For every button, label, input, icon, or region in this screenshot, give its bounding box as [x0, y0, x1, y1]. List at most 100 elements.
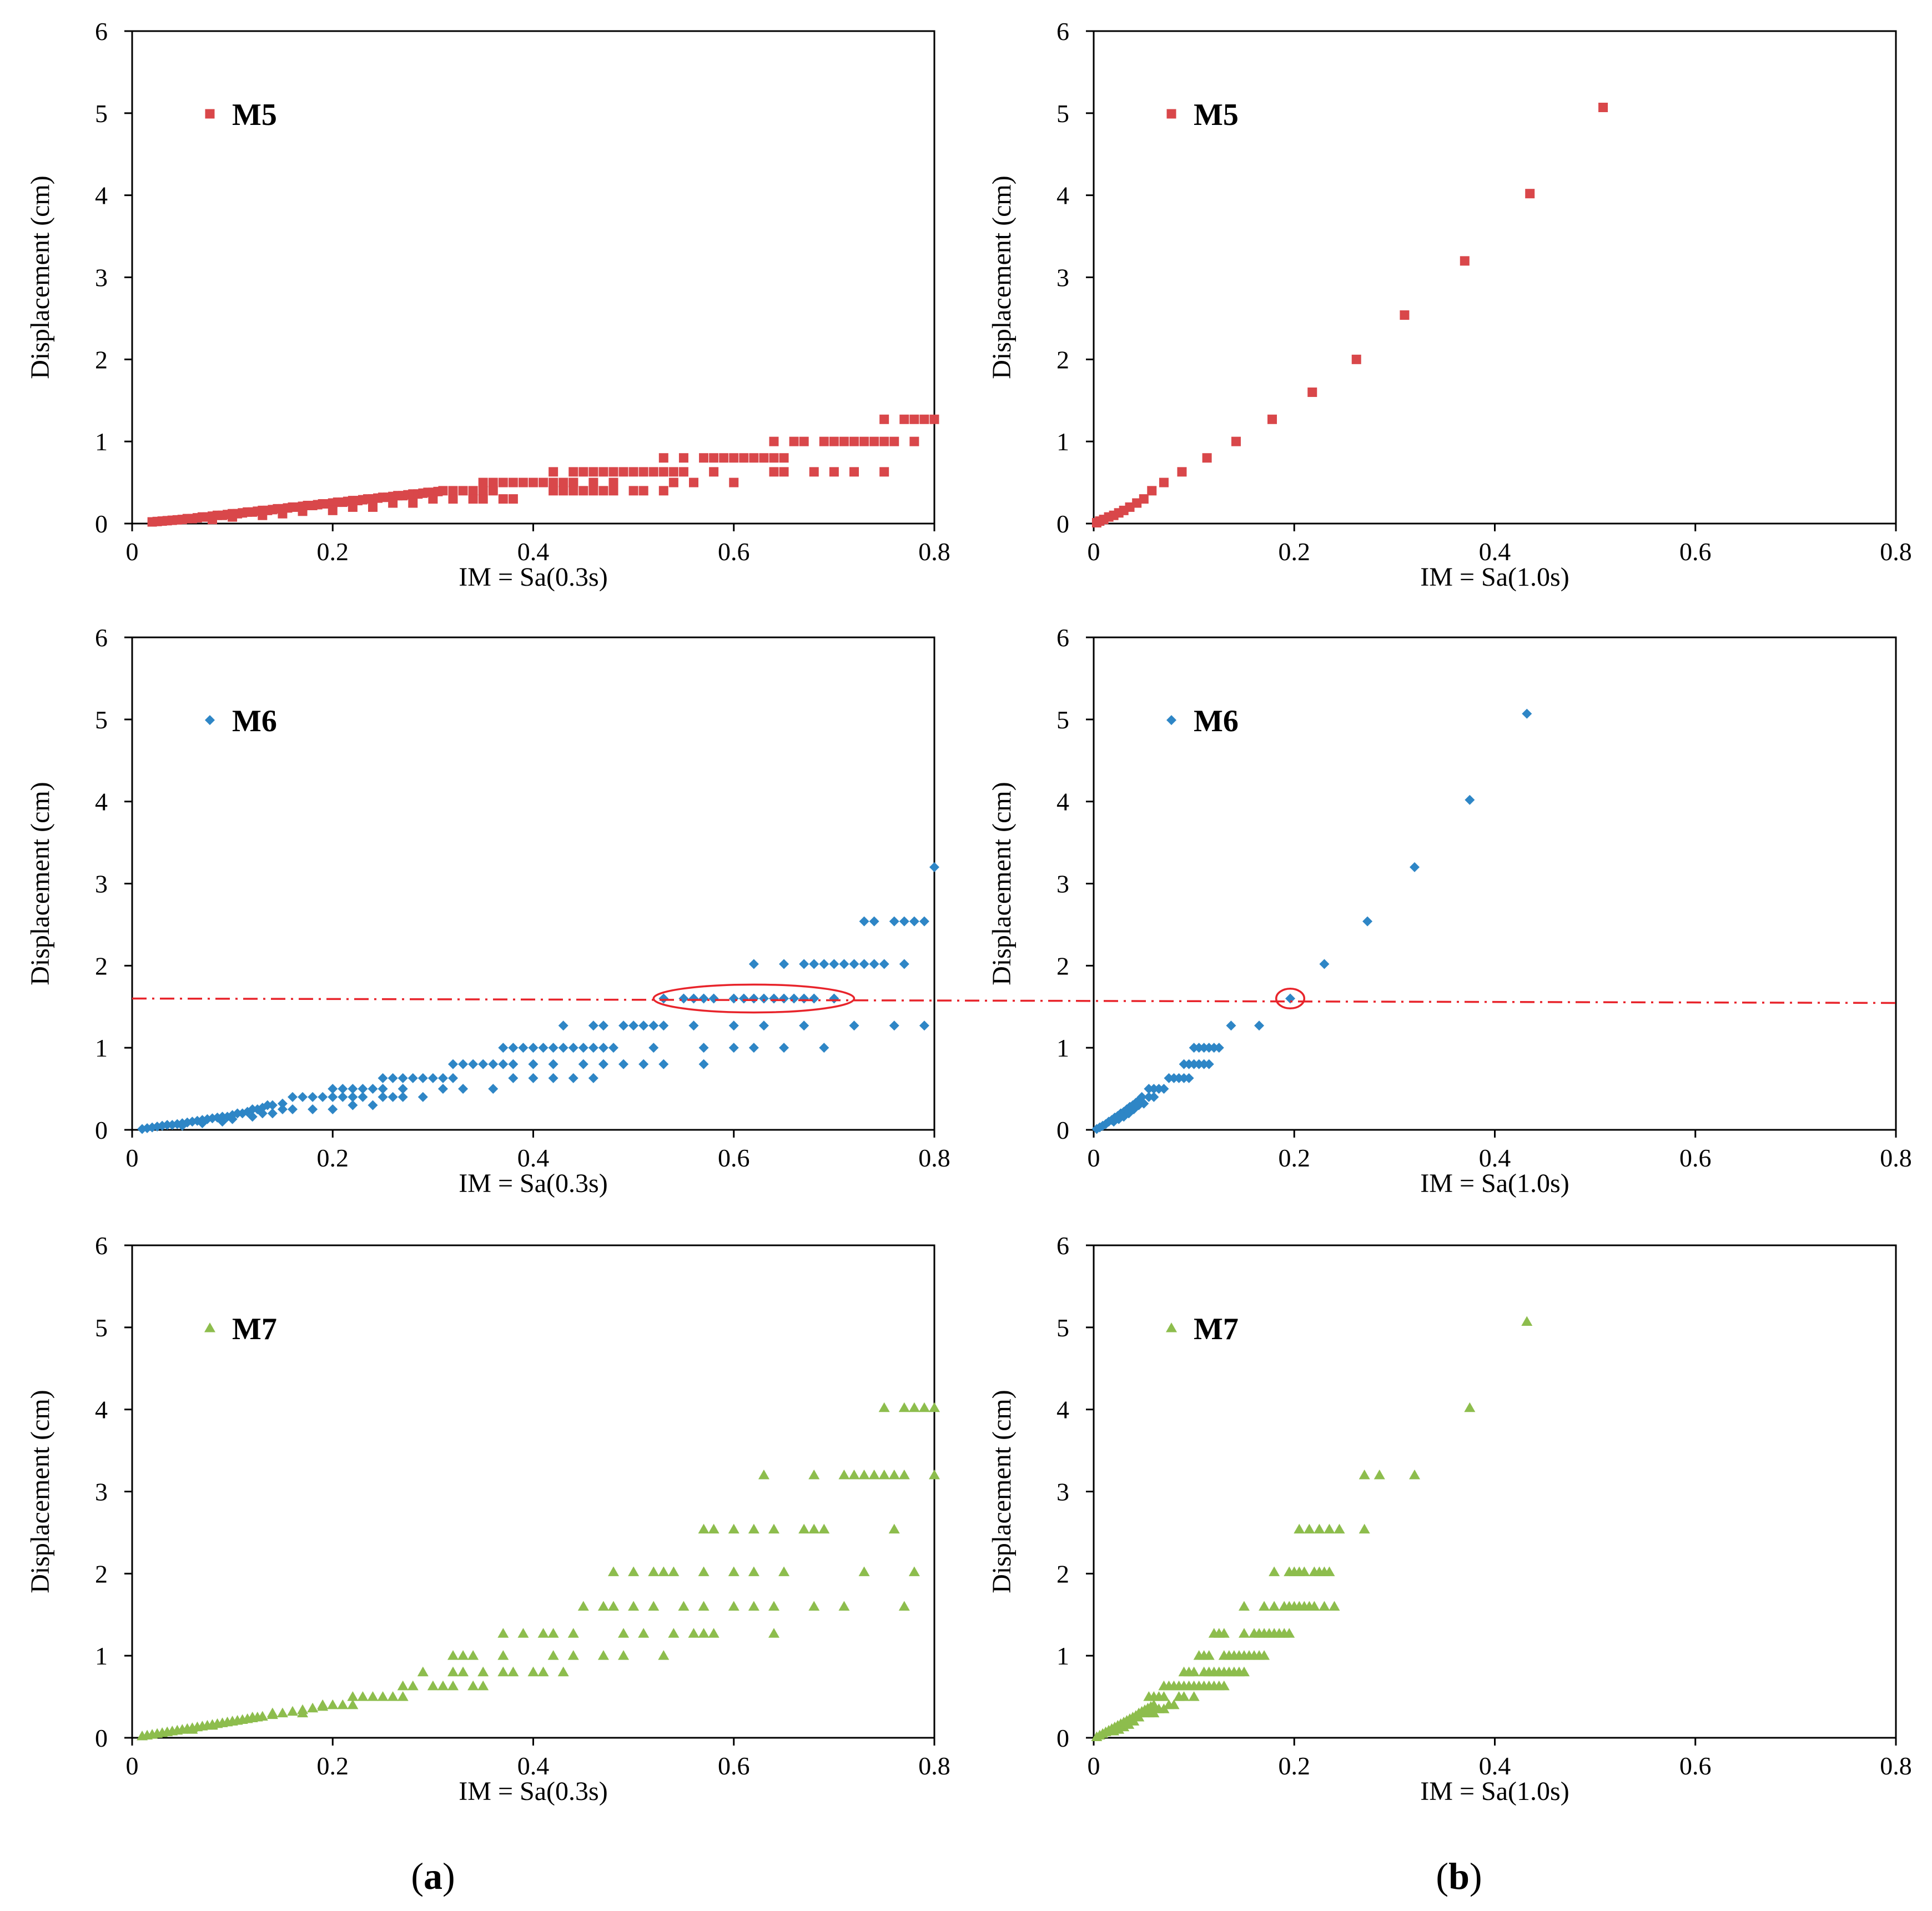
y-tick-label: 0	[1056, 1724, 1069, 1752]
y-tick-label: 1	[95, 1034, 108, 1062]
data-point	[548, 1059, 559, 1069]
data-point	[1319, 959, 1330, 969]
data-point	[668, 1566, 680, 1576]
chart-b-m6: 0 1 2 3 4 5 6 0 0.2 0.4 0.6 0.8 IM = Sa(1.0s) Displac…	[987, 623, 1912, 1198]
data-point	[458, 1059, 469, 1069]
y-tick-label: 4	[95, 182, 108, 210]
x-tick-label: 0.8	[918, 1144, 950, 1172]
data-point	[849, 467, 859, 477]
y-tick-label: 1	[1056, 1642, 1069, 1670]
data-point	[267, 1108, 278, 1119]
data-point	[528, 1059, 539, 1069]
x-axis-label: IM = Sa(0.3s)	[459, 1169, 607, 1198]
data-point	[1294, 1523, 1305, 1534]
data-point	[1598, 102, 1608, 112]
data-point	[478, 477, 488, 487]
data-point	[638, 486, 648, 496]
data-point	[1324, 1523, 1335, 1534]
data-point	[1113, 1724, 1125, 1734]
data-point	[549, 477, 559, 487]
data-point	[588, 1020, 598, 1031]
data-point	[1184, 1073, 1194, 1083]
data-point	[528, 1043, 539, 1053]
data-point	[1203, 1650, 1215, 1660]
legend-marker	[205, 109, 215, 119]
data-point	[437, 1073, 448, 1083]
data-point	[708, 1523, 720, 1534]
data-point	[1199, 1059, 1209, 1069]
data-point	[1269, 1566, 1280, 1576]
data-point	[698, 1628, 710, 1638]
data-point	[278, 509, 288, 519]
data-point	[338, 1092, 348, 1102]
data-point	[597, 1650, 609, 1660]
x-tick-label: 0.8	[918, 1752, 950, 1780]
data-point	[347, 1691, 359, 1701]
data-point	[398, 1084, 408, 1094]
y-tick-label: 0	[95, 1724, 108, 1752]
data-point	[1522, 708, 1532, 719]
data-point	[348, 1084, 358, 1094]
data-point	[427, 1680, 439, 1691]
data-point	[488, 477, 498, 487]
data-point	[447, 1680, 459, 1691]
y-tick-label: 5	[95, 1314, 108, 1342]
data-point	[879, 467, 889, 477]
data-point	[1199, 1043, 1209, 1053]
data-point	[779, 453, 789, 463]
data-point	[768, 1601, 779, 1611]
data-point	[728, 1566, 739, 1576]
y-tick-label: 6	[95, 17, 108, 46]
data-point	[888, 1469, 900, 1480]
data-point	[818, 1523, 830, 1534]
data-point	[1204, 1059, 1214, 1069]
data-point	[748, 1566, 759, 1576]
data-point	[799, 959, 809, 969]
data-point	[618, 1650, 630, 1660]
x-tick-label: 0.2	[1279, 1752, 1311, 1780]
data-point	[729, 477, 739, 487]
data-point	[447, 1666, 459, 1677]
data-point	[488, 486, 498, 496]
data-point	[709, 453, 719, 463]
data-point	[628, 1566, 640, 1576]
data-point	[327, 1699, 339, 1709]
data-point	[648, 467, 658, 477]
data-point	[608, 1043, 618, 1053]
data-point	[869, 959, 879, 969]
data-point	[557, 1666, 569, 1677]
data-point	[328, 1092, 338, 1102]
data-point	[547, 1628, 559, 1638]
data-point	[678, 993, 689, 1004]
x-tick-label: 0	[1088, 1144, 1100, 1172]
data-point	[1194, 1059, 1204, 1069]
data-point	[658, 486, 668, 496]
plot-area-b-m5	[1093, 30, 1897, 525]
y-tick-label: 4	[1056, 182, 1069, 210]
data-point	[1309, 1601, 1320, 1611]
data-point	[918, 1402, 930, 1412]
x-tick-label: 0.2	[317, 537, 349, 566]
data-point	[548, 1043, 559, 1053]
data-point	[758, 1469, 769, 1480]
data-point	[417, 1073, 428, 1083]
data-point	[559, 486, 568, 496]
y-tick-label: 1	[1056, 428, 1069, 456]
data-point	[1362, 916, 1373, 927]
data-point	[357, 1691, 369, 1701]
data-point	[658, 993, 669, 1004]
data-point	[899, 916, 909, 927]
data-point	[748, 959, 759, 969]
y-tick-label: 2	[1056, 952, 1069, 980]
data-point	[658, 1566, 670, 1576]
data-point	[889, 436, 899, 446]
chart-b-m7: 0 1 2 3 4 5 6 0 0.2 0.4 0.6 0.8 IM = Sa(1.0s) Displac…	[987, 1231, 1912, 1806]
data-point	[1214, 1043, 1224, 1053]
data-point	[608, 486, 618, 496]
data-point	[1460, 256, 1470, 266]
plot-area-b-m6	[1093, 636, 1897, 1131]
y-tick-label: 4	[1056, 788, 1069, 816]
data-point	[518, 477, 528, 487]
data-point	[728, 1043, 739, 1053]
data-point	[318, 1092, 328, 1102]
